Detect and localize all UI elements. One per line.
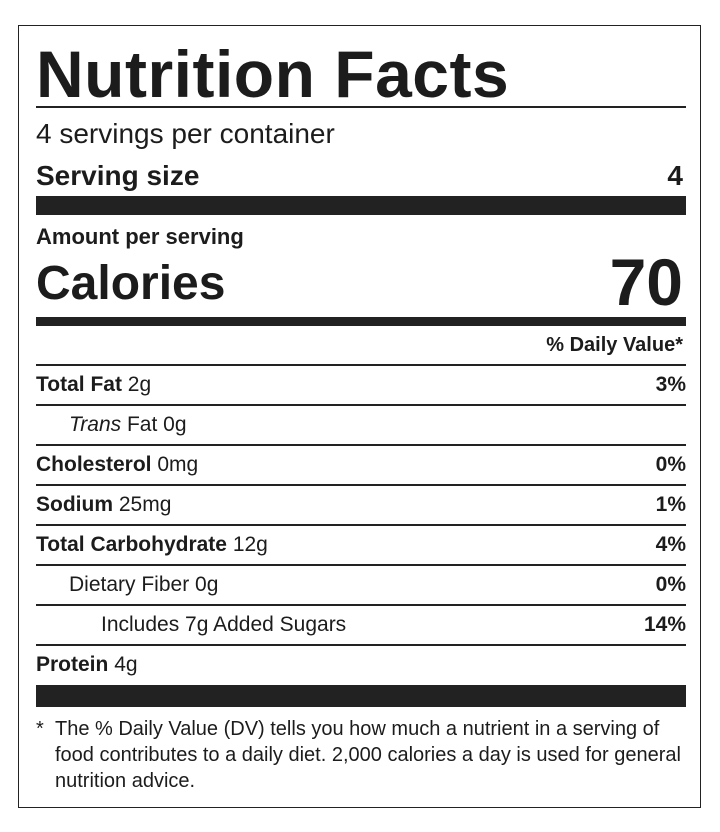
nutrient-amount: 0mg <box>157 453 199 476</box>
nutrient-amount: 12g <box>232 533 268 556</box>
rule <box>36 564 686 566</box>
nutrient-name: Total Fat <box>36 373 122 396</box>
footnote-text: The % Daily Value (DV) tells you how muc… <box>55 718 681 792</box>
rule <box>36 604 686 606</box>
rule <box>36 404 686 406</box>
nutrient-name: Sodium <box>36 493 113 516</box>
nutrient-prefix: Trans <box>69 413 122 436</box>
rule <box>36 644 686 646</box>
nutrient-row: Total Fat 2g 3% <box>36 365 686 405</box>
serving-size-value: 4 <box>667 160 683 191</box>
nutrient-name: Fat <box>126 413 158 436</box>
nutrient-name: Includes 7g Added Sugars <box>101 613 347 636</box>
rule <box>36 484 686 486</box>
nutrient-row: Protein 4g <box>36 645 686 685</box>
nutrient-amount: 25mg <box>118 493 172 516</box>
rule <box>36 685 686 707</box>
daily-value: 0% <box>655 573 686 596</box>
nutrient-row: Dietary Fiber 0g 0% <box>36 565 686 605</box>
calories-label: Calories <box>36 257 226 310</box>
rule <box>36 524 686 526</box>
title: Nutrition Facts <box>36 37 510 111</box>
rule <box>36 106 686 108</box>
daily-value: 0% <box>655 453 686 476</box>
rule <box>36 444 686 446</box>
nutrient-row: Includes 7g Added Sugars 14% <box>36 605 686 645</box>
nutrient-row: Trans Fat 0g <box>36 405 686 445</box>
nutrient-amount: 2g <box>127 373 152 396</box>
nutrient-amount: 0g <box>195 573 219 596</box>
daily-value: 3% <box>655 373 686 396</box>
daily-value-header: % Daily Value* <box>546 334 683 356</box>
footnote-marker: * <box>36 718 44 740</box>
nutrition-label: Nutrition Facts 4 servings per container… <box>18 25 701 808</box>
rule <box>36 196 686 215</box>
rule <box>36 317 686 326</box>
nutrient-amount: 0g <box>163 413 187 436</box>
calories-value: 70 <box>609 245 683 319</box>
servings: 4 servings per container <box>36 118 335 149</box>
nutrient-amount: 4g <box>114 653 138 676</box>
nutrient-row: Cholesterol 0mg 0% <box>36 445 686 485</box>
amount-per-serving: Amount per serving <box>36 224 244 249</box>
daily-value: 1% <box>655 493 686 516</box>
daily-value: 14% <box>643 613 686 636</box>
nutrient-name: Dietary Fiber <box>69 573 190 596</box>
nutrient-row: Sodium 25mg 1% <box>36 485 686 525</box>
nutrient-name: Total Carbohydrate <box>36 533 227 556</box>
nutrient-row: Total Carbohydrate 12g 4% <box>36 525 686 565</box>
nutrient-name: Cholesterol <box>36 453 152 476</box>
rule <box>36 364 686 366</box>
serving-size-label: Serving size <box>36 160 200 191</box>
nutrient-name: Protein <box>36 653 109 676</box>
daily-value: 4% <box>655 533 686 556</box>
